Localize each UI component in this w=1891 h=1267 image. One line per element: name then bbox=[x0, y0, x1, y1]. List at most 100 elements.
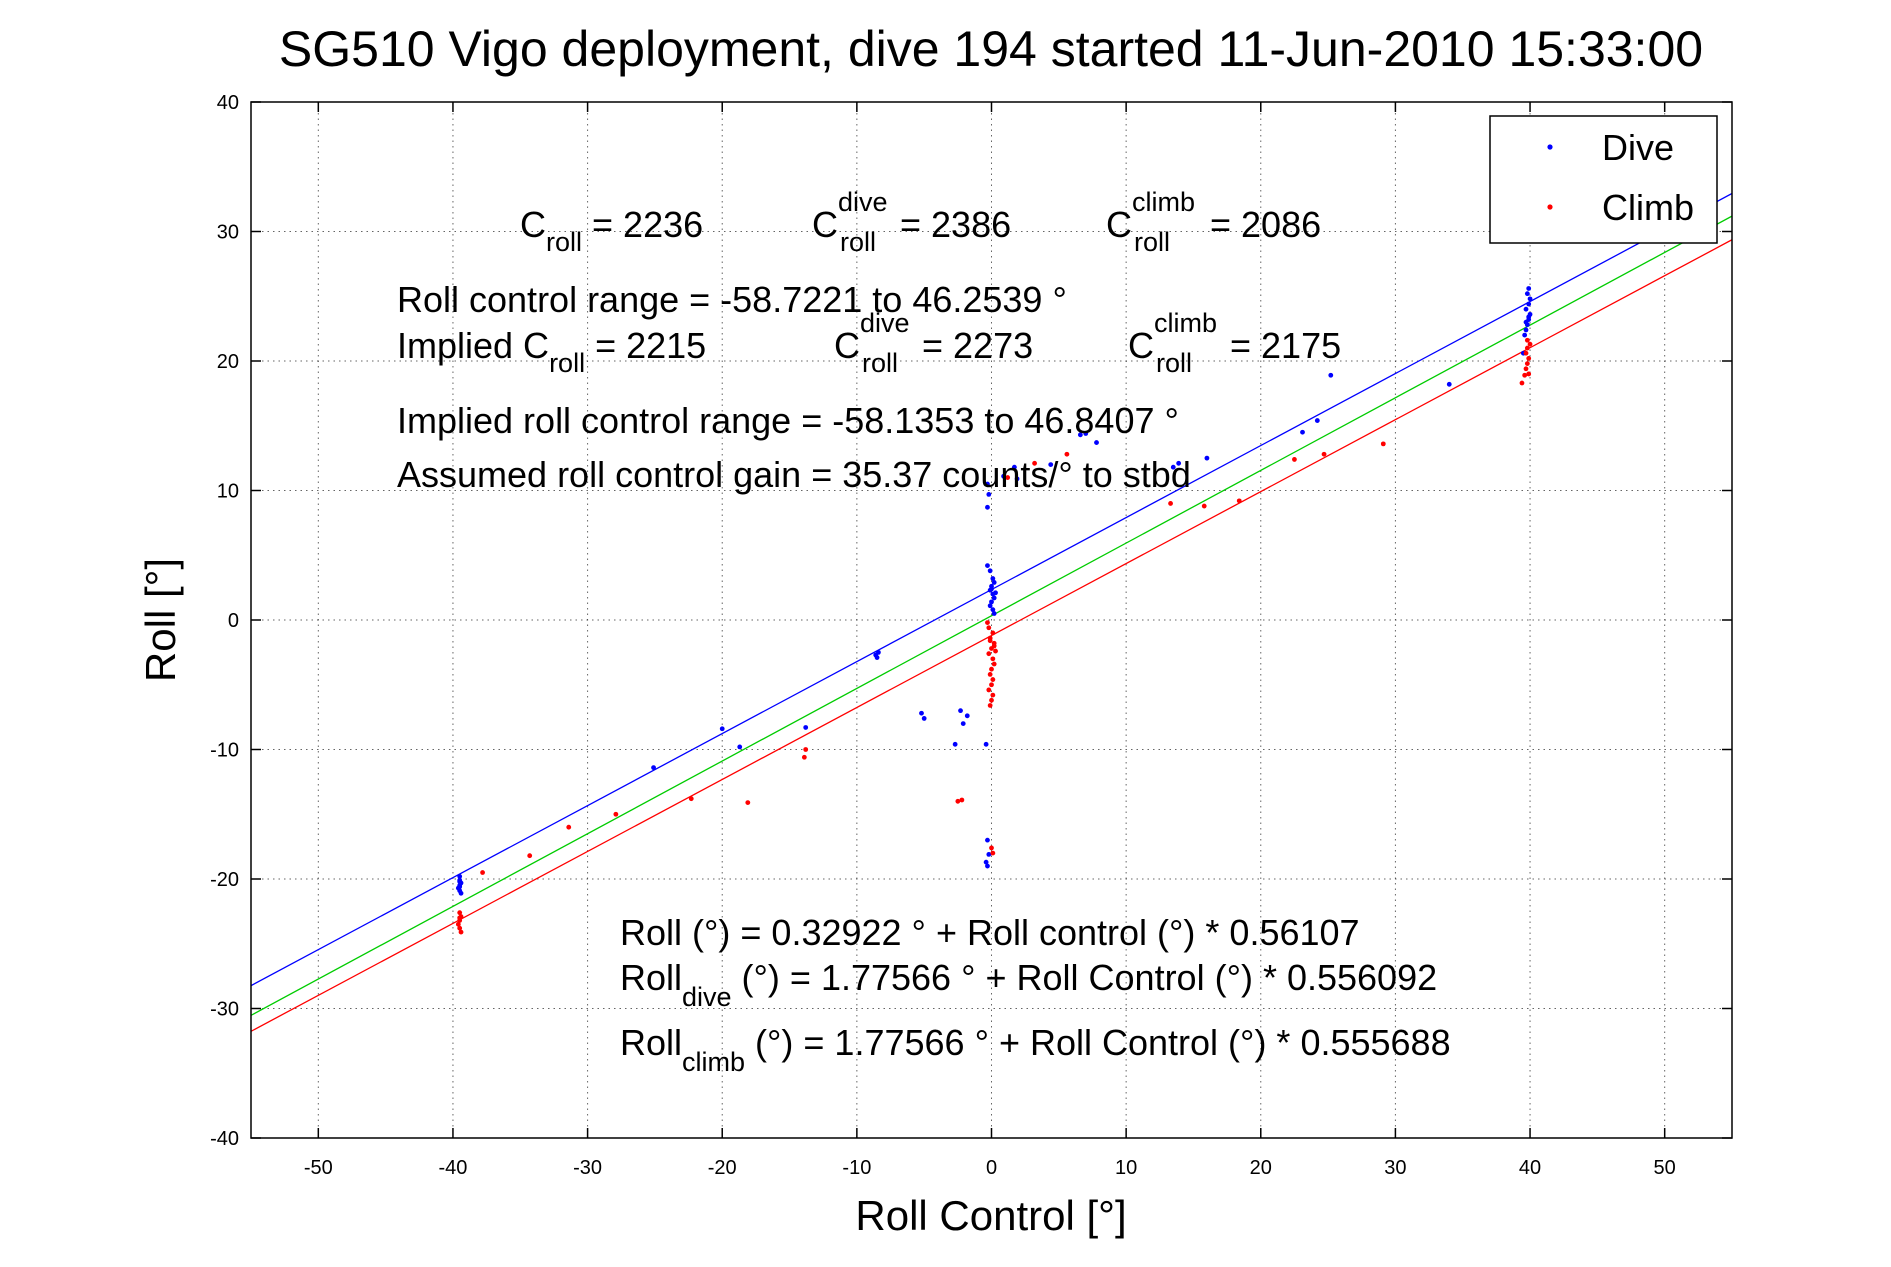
legend-box bbox=[1489, 115, 1718, 244]
climb-point bbox=[1064, 451, 1070, 457]
climb-point bbox=[1519, 380, 1525, 386]
dive-point bbox=[989, 599, 994, 605]
dive-point bbox=[1077, 432, 1083, 438]
chart-title: SG510 Vigo deployment, dive 194 started … bbox=[279, 21, 1703, 77]
dive-point bbox=[1300, 429, 1305, 435]
fit-dive-base: Roll bbox=[620, 957, 682, 998]
y-tick-label: 10 bbox=[217, 481, 239, 503]
dive-point bbox=[651, 765, 656, 771]
dive-point bbox=[960, 721, 966, 726]
dive-point bbox=[1011, 464, 1017, 470]
climb-point bbox=[985, 620, 990, 625]
dive-point bbox=[1523, 319, 1529, 325]
dive-point bbox=[874, 655, 880, 660]
climb-point bbox=[990, 656, 996, 662]
fit-dive-sub: dive bbox=[682, 982, 732, 1012]
c-roll-value: = 2236 bbox=[582, 204, 703, 245]
y-axis-label: Roll [°] bbox=[137, 558, 184, 682]
climb-point bbox=[991, 643, 997, 649]
y-tick-label: -30 bbox=[210, 999, 239, 1021]
dive-point bbox=[985, 863, 990, 869]
climb-point bbox=[457, 925, 463, 931]
c-roll-dive-base: C bbox=[812, 204, 838, 245]
climb-point bbox=[989, 666, 994, 672]
y-tick-label: -10 bbox=[210, 740, 239, 762]
dive-point bbox=[719, 726, 725, 732]
dive-point bbox=[1328, 372, 1334, 378]
y-tick-label: -20 bbox=[210, 869, 239, 891]
dive-point bbox=[990, 576, 996, 581]
implied-c-roll-dive-value: = 2273 bbox=[922, 325, 1033, 366]
climb-point bbox=[458, 929, 464, 935]
dive-point bbox=[1522, 332, 1528, 338]
dive-point bbox=[985, 504, 990, 510]
x-tick-label: -40 bbox=[439, 1157, 468, 1179]
x-tick-label: -50 bbox=[304, 1157, 333, 1179]
x-tick-label: 0 bbox=[986, 1157, 997, 1179]
dive-point bbox=[986, 491, 992, 497]
climb-point bbox=[987, 671, 993, 677]
fit-climb-rest: (°) = 1.77566 ° + Roll Control (°) * 0.5… bbox=[745, 1022, 1451, 1063]
x-tick-label: 30 bbox=[1384, 1157, 1406, 1179]
dive-point bbox=[964, 713, 970, 719]
calibration-annotations: Croll = 2236 Cdive roll = 2386 Cclimb ro… bbox=[397, 187, 1341, 495]
c-roll-climb-sub: roll bbox=[1134, 227, 1170, 257]
climb-point bbox=[987, 703, 993, 708]
climb-point bbox=[480, 870, 485, 875]
climb-point bbox=[1522, 372, 1528, 378]
climb-point bbox=[566, 824, 572, 830]
roll-control-range: Roll control range = -58.7221 to 46.2539… bbox=[397, 279, 1067, 320]
climb-point bbox=[1524, 337, 1530, 343]
dive-point bbox=[985, 837, 990, 843]
climb-point bbox=[1524, 361, 1530, 366]
dive-point bbox=[1523, 306, 1529, 312]
c-roll-dive-sub: roll bbox=[840, 227, 876, 257]
dive-point bbox=[1014, 476, 1020, 482]
y-tick-label: 0 bbox=[228, 610, 239, 632]
fit-climb-base: Roll bbox=[620, 1022, 682, 1063]
climb-point bbox=[986, 625, 992, 631]
climb-point bbox=[1236, 498, 1242, 504]
dive-point bbox=[1526, 314, 1532, 320]
dive-point bbox=[985, 481, 990, 487]
dive-point bbox=[987, 568, 993, 574]
fit-climb-sub: climb bbox=[682, 1047, 745, 1077]
fit-line bbox=[251, 215, 1732, 1016]
dive-point bbox=[737, 744, 743, 750]
fit-equation-climb: Rollclimb (°) = 1.77566 ° + Roll Control… bbox=[620, 1022, 1451, 1077]
grid bbox=[251, 101, 1732, 1139]
dive-point bbox=[457, 884, 463, 890]
dive-point bbox=[1170, 464, 1176, 470]
c-roll-climb-value: = 2086 bbox=[1210, 204, 1321, 245]
climb-point bbox=[1523, 366, 1529, 372]
climb-point bbox=[990, 850, 996, 856]
dive-point bbox=[1526, 301, 1532, 307]
c-roll-dive-text: Cdive bbox=[812, 187, 888, 245]
dive-point bbox=[987, 603, 993, 609]
c-roll-dive-value: = 2386 bbox=[900, 204, 1011, 245]
climb-point bbox=[745, 800, 751, 805]
dive-point bbox=[991, 611, 997, 616]
implied-c-roll-dive-sub: roll bbox=[862, 348, 898, 378]
dive-point bbox=[989, 586, 994, 592]
implied-c-roll-base: Implied C bbox=[397, 325, 549, 366]
y-tick-label: 30 bbox=[217, 222, 239, 244]
x-tick-label: -20 bbox=[708, 1157, 737, 1179]
c-roll-climb-text: Cclimb bbox=[1106, 187, 1195, 245]
implied-c-roll-climb-base: C bbox=[1128, 325, 1154, 366]
implied-c-roll-value: = 2215 bbox=[585, 325, 706, 366]
x-axis-label: Roll Control [°] bbox=[855, 1192, 1126, 1239]
c-roll-text: Croll = 2236 bbox=[520, 204, 703, 257]
climb-point bbox=[989, 682, 994, 688]
climb-point bbox=[986, 687, 992, 693]
implied-c-roll-climb-sub: roll bbox=[1156, 348, 1192, 378]
dive-point bbox=[993, 590, 998, 596]
dive-point bbox=[1048, 462, 1054, 467]
dive-point bbox=[876, 649, 881, 655]
dive-point bbox=[1523, 327, 1529, 333]
implied-c-roll-dive-text: Cdive bbox=[834, 308, 910, 366]
climb-point bbox=[955, 798, 961, 804]
x-tick-label: -30 bbox=[573, 1157, 602, 1179]
